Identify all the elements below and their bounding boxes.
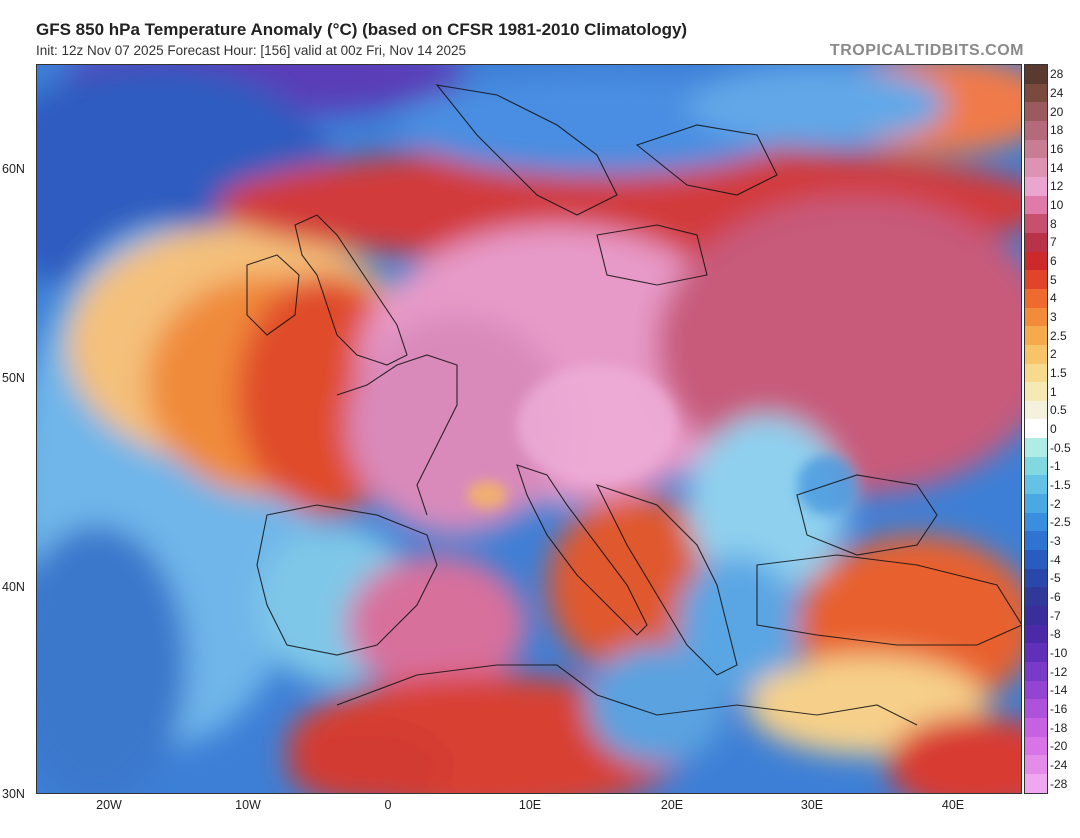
colorbar-tick-label: -4	[1050, 552, 1061, 567]
colorbar-tick-label: 28	[1050, 67, 1064, 82]
colorbar	[1024, 64, 1048, 794]
lon-label-0: 0	[384, 798, 392, 812]
colorbar-tick-label: 1	[1050, 384, 1057, 399]
colorbar-segment	[1025, 456, 1047, 476]
colorbar-segment	[1025, 606, 1047, 625]
lon-label-20e: 20E	[660, 798, 684, 812]
colorbar-tick-label: 0.5	[1050, 403, 1067, 418]
lon-label-10w: 10W	[235, 798, 261, 812]
colorbar-tick-label: -14	[1050, 683, 1068, 698]
colorbar-tick-label: -16	[1050, 702, 1068, 716]
colorbar-tick-label: 10	[1050, 198, 1064, 212]
colorbar-segment	[1025, 232, 1047, 252]
colorbar-segment	[1025, 270, 1047, 289]
colorbar-tick-label: -18	[1050, 720, 1068, 735]
colorbar-tick-label: 4	[1050, 291, 1057, 306]
colorbar-tick-label: 20	[1050, 104, 1064, 119]
colorbar-segment	[1025, 624, 1047, 644]
colorbar-tick-label: 6	[1050, 254, 1057, 268]
colorbar-segment	[1025, 680, 1047, 700]
brand-watermark: TROPICALTIDBITS.COM	[829, 42, 1024, 59]
colorbar-tick-label: 16	[1050, 142, 1064, 156]
colorbar-tick-label: 1.5	[1050, 366, 1067, 380]
colorbar-segment	[1025, 288, 1047, 308]
colorbar-segment	[1025, 717, 1047, 737]
lat-label-30n: 30N	[2, 787, 25, 801]
colorbar-tick-label: -24	[1050, 758, 1068, 772]
colorbar-segment	[1025, 382, 1047, 401]
map-title: GFS 850 hPa Temperature Anomaly (°C) (ba…	[36, 20, 688, 39]
colorbar-tick-label: 5	[1050, 272, 1057, 287]
colorbar-tick-label: -1.5	[1050, 478, 1071, 492]
colorbar-segment	[1025, 699, 1047, 718]
colorbar-tick-label: -0.5	[1050, 440, 1071, 455]
colorbar-tick-label: 7	[1050, 235, 1057, 250]
colorbar-segment	[1025, 344, 1047, 364]
colorbar-segment	[1025, 102, 1047, 121]
colorbar-segment	[1025, 139, 1047, 159]
colorbar-tick-label: 3	[1050, 310, 1057, 324]
colorbar-tick-label: 8	[1050, 216, 1057, 231]
colorbar-segment	[1025, 494, 1047, 513]
colorbar-tick-label: 18	[1050, 123, 1064, 138]
colorbar-tick-label: -2	[1050, 496, 1061, 511]
lat-label-60n: 60N	[2, 162, 25, 176]
colorbar-segment	[1025, 65, 1047, 84]
colorbar-segment	[1025, 643, 1047, 662]
colorbar-segment	[1025, 475, 1047, 495]
colorbar-tick-label: -12	[1050, 664, 1068, 679]
lat-label-50n: 50N	[2, 371, 25, 385]
anomaly-map[interactable]	[36, 64, 1022, 794]
colorbar-segment	[1025, 773, 1047, 793]
colorbar-segment	[1025, 83, 1047, 103]
colorbar-tick-label: -7	[1050, 608, 1061, 623]
anomaly-field	[37, 65, 1021, 793]
colorbar-tick-label: 12	[1050, 179, 1064, 194]
colorbar-segment	[1025, 195, 1047, 215]
colorbar-segment	[1025, 326, 1047, 345]
colorbar-tick-label: 2.5	[1050, 328, 1067, 343]
colorbar-tick-label: 2	[1050, 347, 1057, 362]
colorbar-segment	[1025, 363, 1047, 383]
colorbar-tick-label: 14	[1050, 160, 1064, 175]
colorbar-tick-label: 0	[1050, 422, 1057, 436]
colorbar-segment	[1025, 158, 1047, 177]
colorbar-tick-label: -8	[1050, 627, 1061, 642]
colorbar-segment	[1025, 587, 1047, 607]
lon-label-20w: 20W	[96, 798, 122, 812]
colorbar-segment	[1025, 550, 1047, 569]
colorbar-segment	[1025, 736, 1047, 756]
colorbar-segment	[1025, 531, 1047, 551]
lon-label-30e: 30E	[800, 798, 824, 812]
colorbar-segment	[1025, 755, 1047, 774]
colorbar-tick-label: -6	[1050, 590, 1061, 604]
colorbar-tick-label: -5	[1050, 571, 1061, 586]
colorbar-tick-label: -1	[1050, 459, 1061, 474]
forecast-info: Init: 12z Nov 07 2025 Forecast Hour: [15…	[36, 43, 466, 58]
colorbar-segment	[1025, 120, 1047, 140]
lon-label-10e: 10E	[518, 798, 542, 812]
lon-label-40e: 40E	[941, 798, 965, 812]
colorbar-tick-label: -3	[1050, 534, 1061, 548]
colorbar-segment	[1025, 400, 1047, 420]
colorbar-tick-label: -28	[1050, 776, 1068, 791]
colorbar-segment	[1025, 512, 1047, 532]
colorbar-segment	[1025, 419, 1047, 439]
colorbar-segment	[1025, 438, 1047, 457]
colorbar-tick-label: -20	[1050, 739, 1068, 754]
colorbar-segment	[1025, 662, 1047, 681]
lat-label-40n: 40N	[2, 580, 25, 594]
colorbar-tick-label: -2.5	[1050, 515, 1071, 530]
colorbar-tick-label: 24	[1050, 86, 1064, 100]
colorbar-segment	[1025, 251, 1047, 271]
colorbar-segment	[1025, 176, 1047, 196]
colorbar-segment	[1025, 568, 1047, 588]
colorbar-segment	[1025, 214, 1047, 233]
colorbar-tick-label: -10	[1050, 646, 1068, 660]
colorbar-segment	[1025, 307, 1047, 327]
